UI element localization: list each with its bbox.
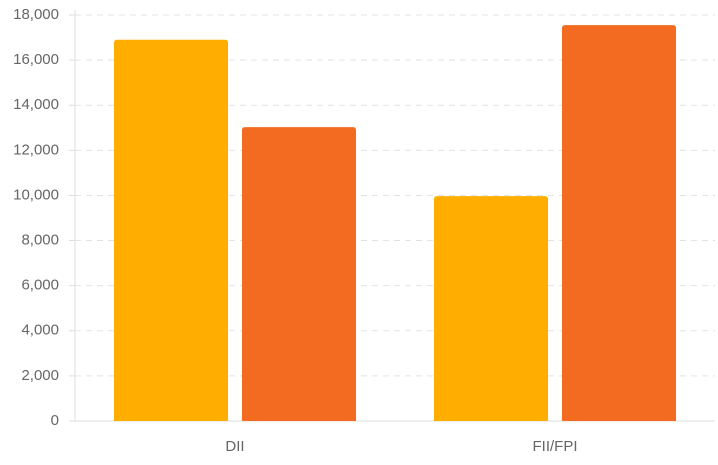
- y-tick-label: 14,000: [13, 96, 59, 113]
- y-tick-label: 6,000: [21, 277, 59, 294]
- y-tick-label: 8,000: [21, 232, 59, 249]
- bar: [562, 25, 676, 422]
- bar: [434, 196, 548, 421]
- y-tick-label: 4,000: [21, 322, 59, 339]
- x-tick-label: DII: [225, 438, 244, 455]
- x-tick-label: FII/FPI: [533, 438, 578, 455]
- bar: [114, 39, 228, 422]
- y-tick-label: 12,000: [13, 141, 59, 158]
- y-tick-label: 2,000: [21, 367, 59, 384]
- y-tick-label: 18,000: [13, 6, 59, 23]
- y-tick-label: 16,000: [13, 51, 59, 68]
- bar: [242, 127, 356, 422]
- y-tick-label: 10,000: [13, 186, 59, 203]
- y-tick-label: 0: [51, 412, 59, 429]
